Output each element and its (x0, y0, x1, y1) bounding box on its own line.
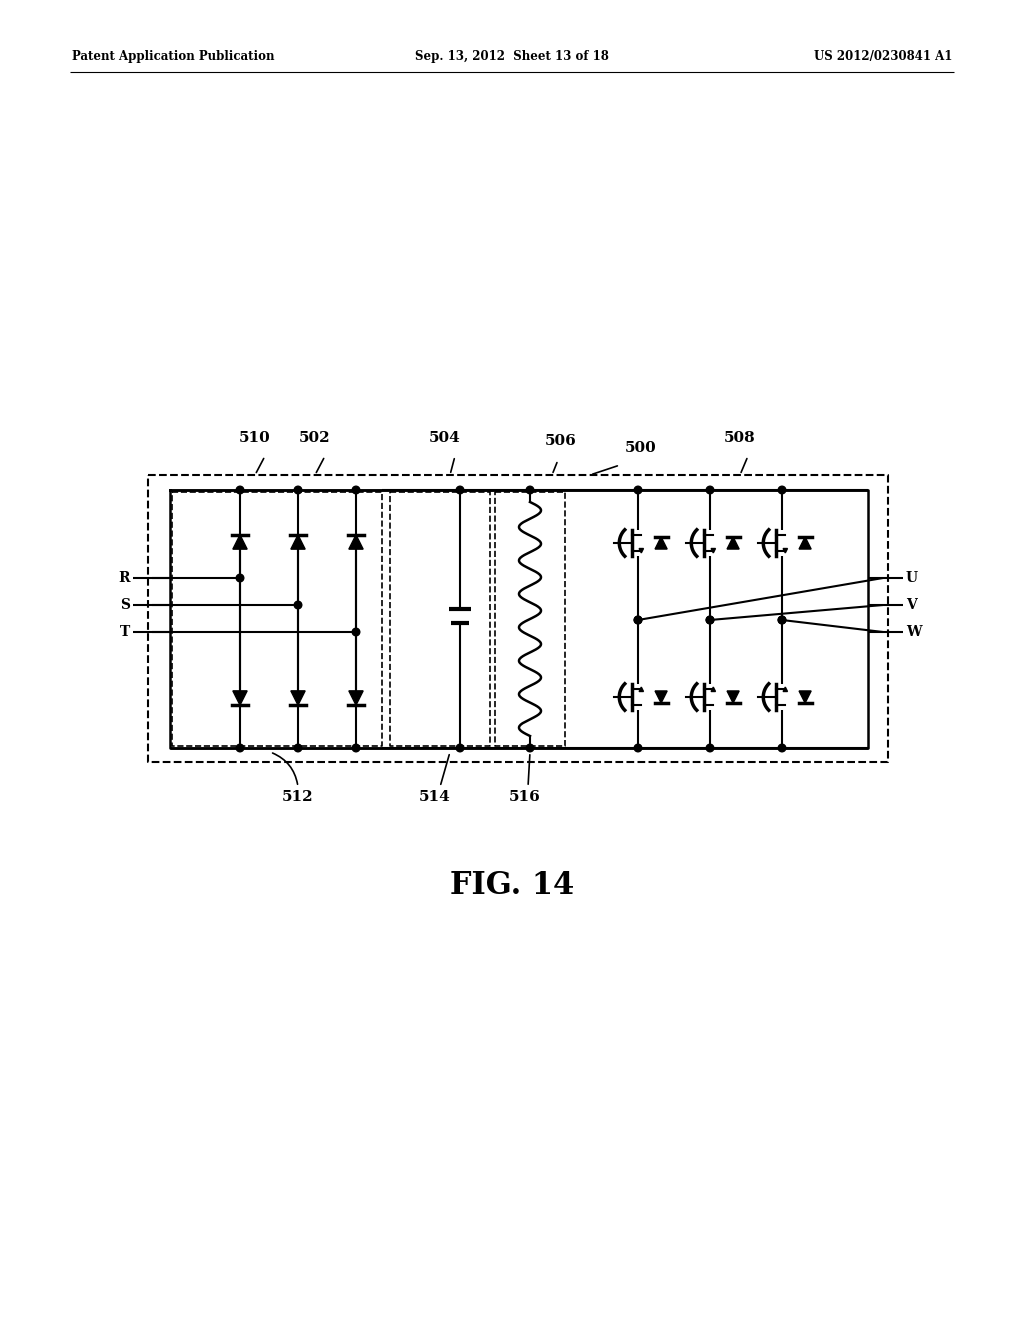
Circle shape (294, 744, 302, 752)
Polygon shape (349, 535, 364, 549)
Circle shape (352, 486, 359, 494)
Circle shape (707, 744, 714, 752)
Circle shape (634, 744, 642, 752)
Text: W: W (906, 624, 922, 639)
Polygon shape (349, 690, 364, 705)
Circle shape (778, 744, 785, 752)
Text: 510: 510 (240, 432, 271, 445)
Text: 500: 500 (625, 441, 656, 455)
Polygon shape (655, 537, 668, 549)
Polygon shape (232, 690, 247, 705)
Text: Sep. 13, 2012  Sheet 13 of 18: Sep. 13, 2012 Sheet 13 of 18 (415, 50, 609, 63)
Circle shape (634, 616, 642, 624)
Circle shape (457, 486, 464, 494)
Text: R: R (119, 572, 130, 585)
Text: 504: 504 (429, 432, 461, 445)
Circle shape (352, 628, 359, 636)
Polygon shape (711, 549, 716, 553)
Circle shape (457, 744, 464, 752)
Text: 514: 514 (419, 789, 451, 804)
Polygon shape (639, 688, 643, 692)
Polygon shape (291, 690, 305, 705)
Polygon shape (232, 535, 247, 549)
Circle shape (237, 486, 244, 494)
Text: US 2012/0230841 A1: US 2012/0230841 A1 (814, 50, 952, 63)
Text: 512: 512 (283, 789, 313, 804)
Circle shape (778, 486, 785, 494)
Circle shape (352, 744, 359, 752)
Circle shape (707, 616, 714, 624)
Text: U: U (906, 572, 919, 585)
Circle shape (237, 744, 244, 752)
Circle shape (294, 601, 302, 609)
Text: 506: 506 (545, 434, 577, 447)
Circle shape (707, 616, 714, 624)
Polygon shape (799, 690, 811, 704)
Circle shape (526, 486, 534, 494)
Polygon shape (783, 688, 787, 692)
Circle shape (237, 574, 244, 582)
Polygon shape (711, 688, 716, 692)
Text: FIG. 14: FIG. 14 (450, 870, 574, 902)
Circle shape (634, 616, 642, 624)
Circle shape (294, 486, 302, 494)
Polygon shape (639, 549, 643, 553)
Circle shape (526, 744, 534, 752)
Text: Patent Application Publication: Patent Application Publication (72, 50, 274, 63)
Polygon shape (799, 537, 811, 549)
Text: 516: 516 (509, 789, 541, 804)
Circle shape (778, 616, 785, 624)
Text: 502: 502 (299, 432, 331, 445)
Polygon shape (727, 690, 739, 704)
Text: V: V (906, 598, 916, 612)
Text: 508: 508 (724, 432, 756, 445)
Text: T: T (120, 624, 130, 639)
Circle shape (707, 486, 714, 494)
Circle shape (778, 616, 785, 624)
Polygon shape (291, 535, 305, 549)
Polygon shape (783, 549, 787, 553)
Polygon shape (727, 537, 739, 549)
Circle shape (634, 486, 642, 494)
Text: S: S (120, 598, 130, 612)
Polygon shape (655, 690, 668, 704)
